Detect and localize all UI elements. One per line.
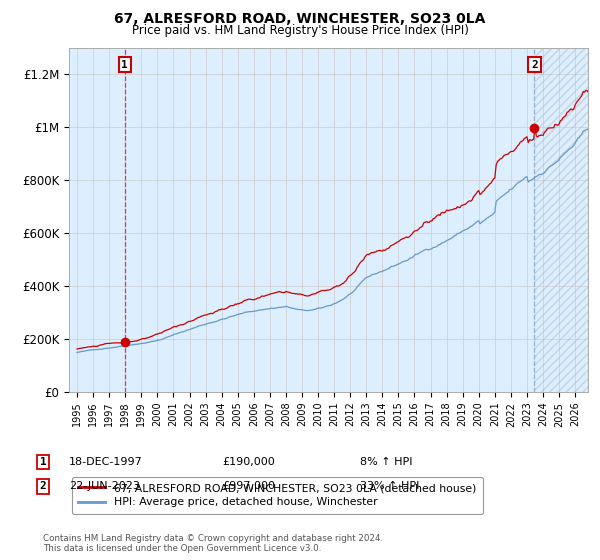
Text: 8% ↑ HPI: 8% ↑ HPI — [360, 457, 413, 467]
Text: 67, ALRESFORD ROAD, WINCHESTER, SO23 0LA: 67, ALRESFORD ROAD, WINCHESTER, SO23 0LA — [115, 12, 485, 26]
Text: 1: 1 — [121, 60, 128, 69]
Legend: 67, ALRESFORD ROAD, WINCHESTER, SO23 0LA (detached house), HPI: Average price, d: 67, ALRESFORD ROAD, WINCHESTER, SO23 0LA… — [72, 477, 483, 514]
Text: Price paid vs. HM Land Registry's House Price Index (HPI): Price paid vs. HM Land Registry's House … — [131, 24, 469, 37]
Text: 2: 2 — [531, 60, 538, 69]
Text: £190,000: £190,000 — [222, 457, 275, 467]
Text: £997,000: £997,000 — [222, 481, 275, 491]
Text: 2: 2 — [40, 481, 47, 491]
Text: 1: 1 — [40, 457, 47, 467]
Text: 18-DEC-1997: 18-DEC-1997 — [69, 457, 143, 467]
Text: 22-JUN-2023: 22-JUN-2023 — [69, 481, 140, 491]
Text: 33% ↑ HPI: 33% ↑ HPI — [360, 481, 419, 491]
Text: Contains HM Land Registry data © Crown copyright and database right 2024.
This d: Contains HM Land Registry data © Crown c… — [43, 534, 383, 553]
